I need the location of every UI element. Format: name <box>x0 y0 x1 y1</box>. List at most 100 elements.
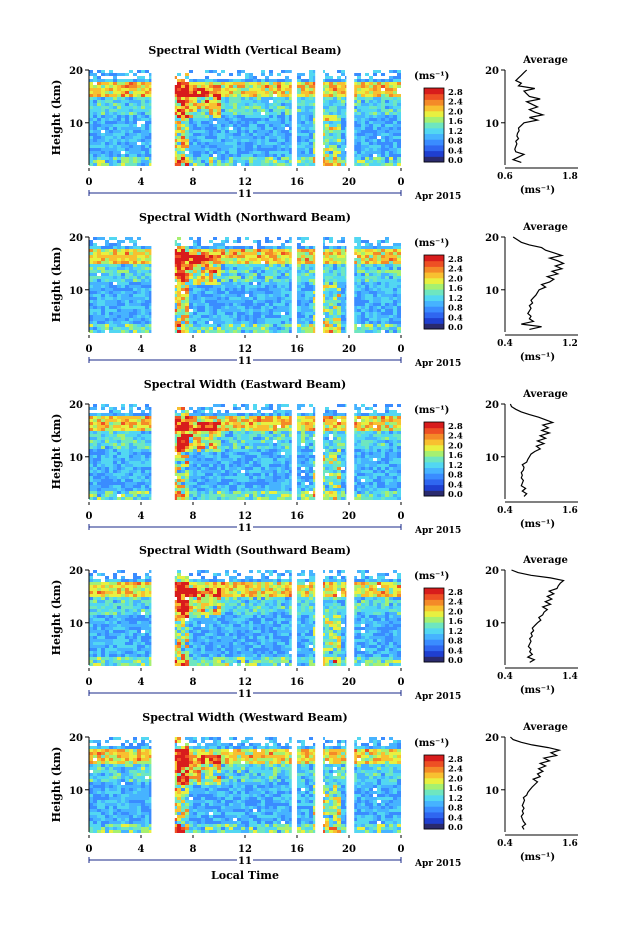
heatmap-cell <box>365 154 369 157</box>
heatmap-cell <box>305 243 309 246</box>
heatmap-cell <box>129 273 133 276</box>
heatmap-cell <box>297 294 301 297</box>
heatmap-cell <box>261 261 265 264</box>
heatmap-cell <box>337 303 341 306</box>
heatmap-cell <box>289 291 293 294</box>
heatmap-cell <box>205 264 209 267</box>
heatmap-cell <box>217 76 221 79</box>
heatmap-cell <box>237 246 241 249</box>
heatmap-cell <box>277 318 281 321</box>
heatmap-cell <box>261 97 265 100</box>
heatmap-cell <box>245 258 249 261</box>
heatmap-cell <box>297 318 301 321</box>
heatmap-cell <box>133 330 137 333</box>
heatmap-cell <box>309 273 313 276</box>
heatmap-cell <box>149 118 153 121</box>
heatmap-cell <box>277 145 281 148</box>
heatmap-cell <box>353 127 357 130</box>
heatmap-cell <box>129 297 133 300</box>
heatmap-cell <box>353 261 357 264</box>
heatmap-cell <box>333 112 337 115</box>
heatmap-cell <box>325 294 329 297</box>
heatmap-cell <box>253 285 257 288</box>
heatmap-cell <box>93 252 97 255</box>
heatmap-cell <box>97 154 101 157</box>
heatmap-cell <box>213 82 217 85</box>
heatmap-cell <box>137 157 141 160</box>
heatmap-cell <box>93 264 97 267</box>
heatmap-cell <box>233 282 237 285</box>
heatmap-cell <box>193 160 197 163</box>
heatmap-cell <box>297 91 301 94</box>
heatmap-cell <box>173 136 177 139</box>
heatmap-cell <box>365 136 369 139</box>
heatmap-cell <box>245 136 249 139</box>
heatmap-cell <box>229 79 233 82</box>
heatmap-cell <box>129 285 133 288</box>
heatmap-cell <box>245 160 249 163</box>
heatmap-cell <box>125 294 129 297</box>
heatmap-cell <box>377 309 381 312</box>
heatmap-cell <box>289 121 293 124</box>
heatmap-cell <box>357 100 361 103</box>
heatmap-cell <box>225 282 229 285</box>
heatmap-cell <box>289 85 293 88</box>
heatmap-cell <box>145 294 149 297</box>
heatmap-cell <box>281 285 285 288</box>
heatmap-cell <box>325 327 329 330</box>
heatmap-cell <box>329 88 333 91</box>
heatmap-cell <box>377 237 381 240</box>
heatmap-cell <box>337 249 341 252</box>
heatmap-cell <box>181 294 185 297</box>
heatmap-cell <box>109 70 113 73</box>
heatmap-cell <box>289 249 293 252</box>
heatmap-cell <box>337 151 341 154</box>
heatmap-cell <box>253 243 257 246</box>
heatmap-cell <box>129 136 133 139</box>
heatmap-cell <box>273 276 277 279</box>
heatmap-cell <box>185 303 189 306</box>
heatmap-cell <box>137 273 141 276</box>
heatmap-cell <box>325 273 329 276</box>
heatmap-cell <box>257 127 261 130</box>
heatmap-cell <box>93 136 97 139</box>
heatmap-cell <box>381 97 385 100</box>
heatmap-cell <box>369 121 373 124</box>
heatmap-cell <box>249 300 253 303</box>
heatmap-cell <box>101 97 105 100</box>
heatmap-cell <box>105 109 109 112</box>
heatmap-cell <box>277 157 281 160</box>
heatmap-cell <box>369 249 373 252</box>
heatmap-cell <box>137 285 141 288</box>
heatmap-cell <box>273 115 277 118</box>
heatmap-cell <box>181 130 185 133</box>
heatmap-cell <box>213 249 217 252</box>
heatmap-cell <box>329 243 333 246</box>
heatmap-cell <box>385 82 389 85</box>
heatmap-cell <box>229 85 233 88</box>
heatmap-cell <box>313 73 317 76</box>
heatmap-cell <box>369 246 373 249</box>
heatmap-cell <box>289 303 293 306</box>
heatmap-cell <box>145 118 149 121</box>
heatmap-cell <box>285 97 289 100</box>
heatmap-cell <box>209 97 213 100</box>
heatmap-cell <box>93 276 97 279</box>
heatmap-cell <box>177 79 181 82</box>
heatmap-cell <box>117 303 121 306</box>
heatmap-cell <box>377 160 381 163</box>
heatmap-cell <box>265 288 269 291</box>
colorbar-swatch <box>424 144 444 152</box>
heatmap-cell <box>125 118 129 121</box>
heatmap-cell <box>129 315 133 318</box>
heatmap-cell <box>297 273 301 276</box>
heatmap-cell <box>301 285 305 288</box>
heatmap-cell <box>137 267 141 270</box>
heatmap-cell <box>381 294 385 297</box>
heatmap-cell <box>309 258 313 261</box>
heatmap-cell <box>385 130 389 133</box>
heatmap-cell <box>385 258 389 261</box>
heatmap-cell <box>93 261 97 264</box>
heatmap-cell <box>341 240 345 243</box>
heatmap-cell <box>201 70 205 73</box>
